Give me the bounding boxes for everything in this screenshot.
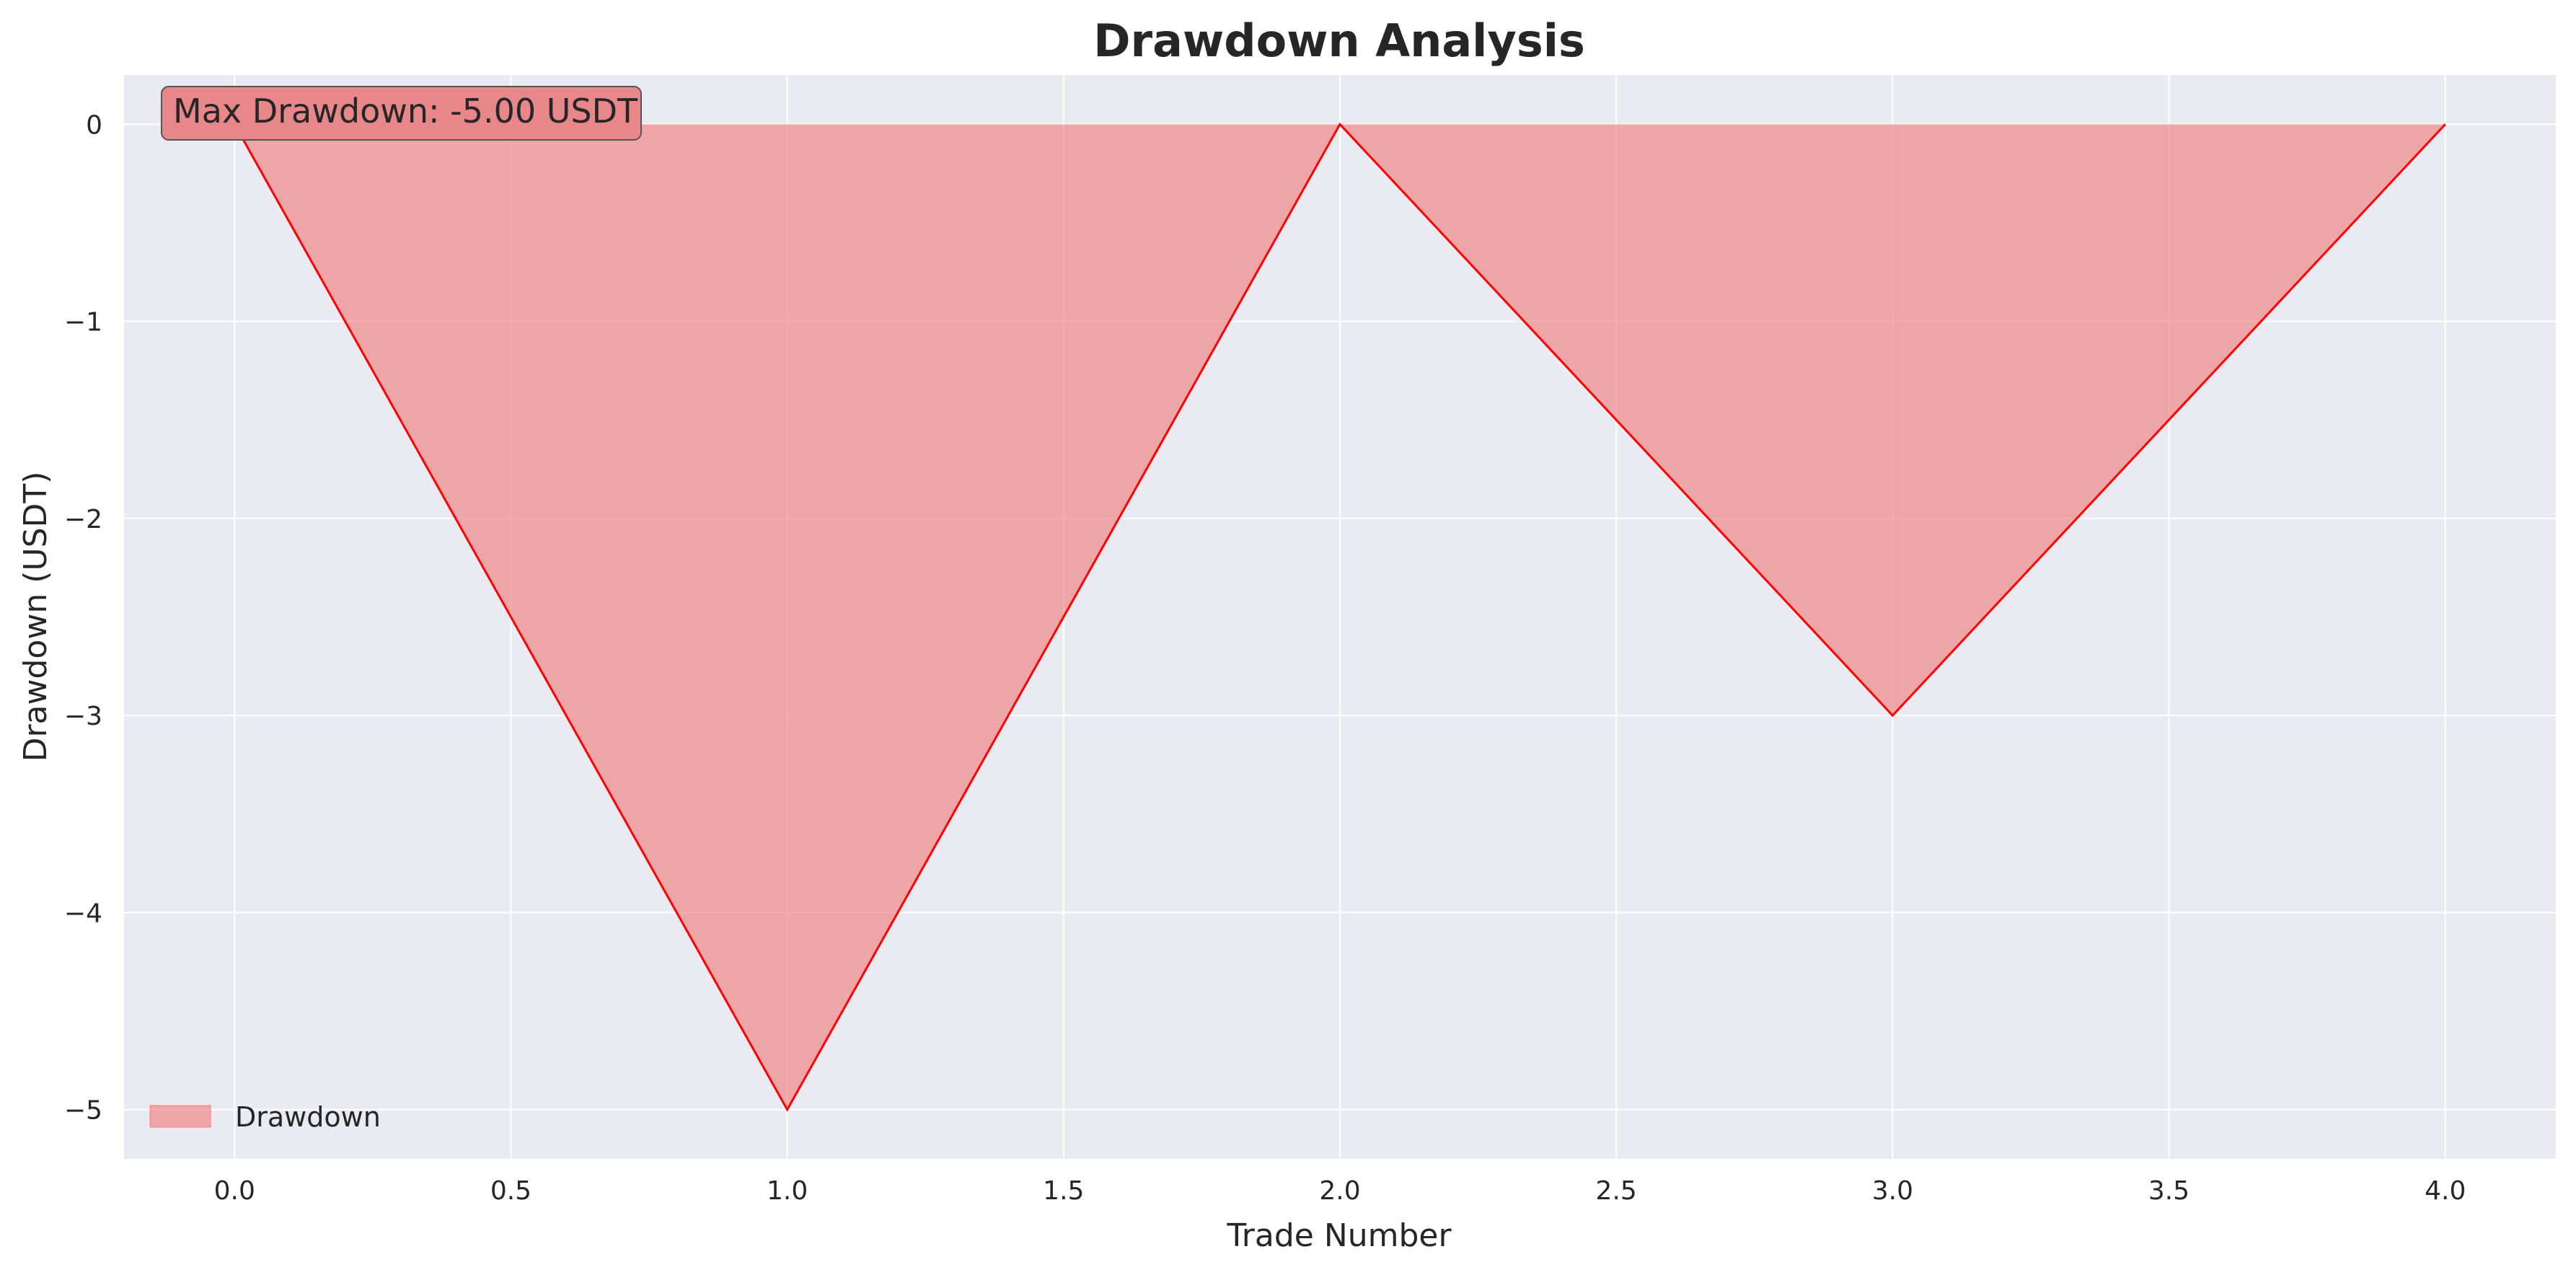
drawdown-line	[233, 122, 2446, 1112]
x-tick-label: 2.5	[1596, 1176, 1637, 1206]
x-tick-labels: 0.0 0.5 1.0 1.5 2.0 2.5 3.0 3.5 4.0	[214, 1176, 2466, 1206]
x-tick-label: 3.0	[1872, 1176, 1913, 1206]
legend-swatch	[149, 1105, 211, 1128]
x-tick-label: 0.0	[214, 1176, 255, 1206]
x-axis-label: Trade Number	[1226, 1217, 1452, 1254]
x-tick-label: 0.5	[490, 1176, 531, 1206]
x-tick-label: 4.0	[2425, 1176, 2466, 1206]
x-tick-label: 1.0	[767, 1176, 808, 1206]
annotation-text: Max Drawdown: -5.00 USDT	[173, 92, 638, 131]
drawdown-area	[234, 124, 2445, 1110]
y-tick-label: −4	[64, 899, 102, 928]
legend-label: Drawdown	[235, 1101, 381, 1133]
y-tick-labels: 0 −1 −2 −3 −4 −5	[64, 110, 102, 1125]
y-tick-label: −2	[64, 505, 102, 534]
y-tick-label: −1	[64, 308, 102, 338]
y-tick-label: 0	[86, 110, 102, 140]
chart-title: Drawdown Analysis	[1093, 14, 1585, 67]
x-tick-label: 3.5	[2148, 1176, 2189, 1206]
y-tick-label: −5	[64, 1096, 102, 1126]
annotation-box	[161, 86, 642, 141]
y-tick-label: −3	[64, 702, 102, 731]
y-axis-label: Drawdown (USDT)	[17, 472, 54, 762]
x-tick-label: 1.5	[1043, 1176, 1084, 1206]
max-drawdown-annotation: Max Drawdown: -5.00 USDT	[161, 86, 642, 141]
legend: Drawdown	[149, 1101, 381, 1133]
x-tick-label: 2.0	[1319, 1176, 1360, 1206]
